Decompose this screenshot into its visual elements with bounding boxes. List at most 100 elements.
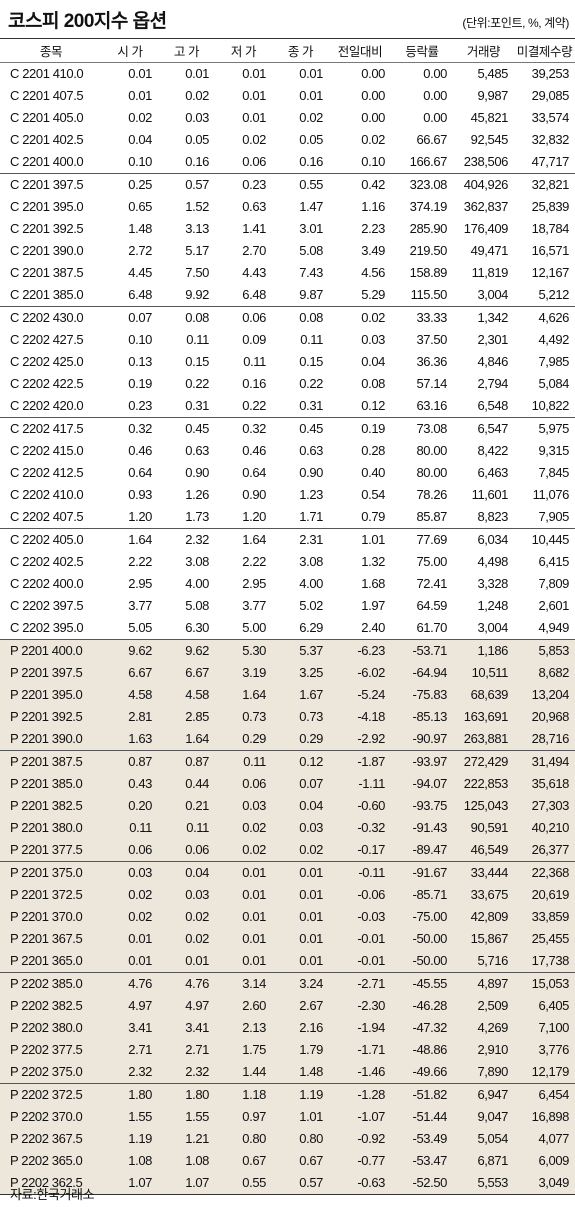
cell: 4.56 (361, 265, 385, 280)
table-row: C 2202 427.5 0.10 0.11 0.09 0.11 0.03 37.50 2,3… (0, 329, 575, 351)
cell: 1.16 (361, 199, 385, 214)
cell: 0.01 (128, 88, 152, 103)
cell: 1.08 (158, 1150, 215, 1172)
cell: 0.15 (185, 354, 209, 369)
cell: 2.31 (272, 528, 329, 551)
option-name: C 2202 427.5 (10, 332, 84, 347)
cell: 0.23 (128, 398, 152, 413)
cell: 4,846 (477, 354, 508, 369)
cell: 2.95 (242, 576, 266, 591)
cell: 66.67 (416, 132, 447, 147)
cell: 16,571 (531, 243, 570, 258)
option-name: C 2201 410.0 (0, 62, 102, 85)
cell: 3.14 (215, 972, 272, 995)
cell: 1.48 (128, 221, 152, 236)
cell: 1.71 (299, 509, 323, 524)
cell: -1.28 (329, 1083, 391, 1106)
cell: 374.19 (409, 199, 448, 214)
option-name: C 2201 400.0 (10, 154, 84, 169)
cell: 8,823 (477, 509, 508, 524)
option-name: C 2201 407.5 (10, 88, 84, 103)
cell: 0.02 (215, 817, 272, 839)
cell: 5.08 (299, 243, 323, 258)
option-name: P 2202 367.5 (0, 1128, 102, 1150)
cell: 0.10 (361, 154, 385, 169)
cell: 0.01 (215, 62, 272, 85)
cell: 0.01 (272, 861, 329, 884)
cell: -48.86 (391, 1039, 453, 1061)
cell: -0.77 (329, 1150, 391, 1172)
cell: 0.01 (158, 62, 215, 85)
table-row: P 2202 372.5 1.80 1.80 1.18 1.19 -1.28 -51.82 6… (0, 1083, 575, 1106)
cell: -0.06 (329, 884, 391, 906)
cell: 5.00 (242, 620, 266, 635)
cell: -45.55 (391, 972, 453, 995)
table-row: C 2202 430.0 0.07 0.08 0.06 0.08 0.02 33.33 1,3… (0, 306, 575, 329)
cell: 4.97 (102, 995, 158, 1017)
cell: 0.23 (215, 173, 272, 196)
cell: 5,853 (514, 639, 575, 662)
cell: 6.29 (299, 620, 323, 635)
cell: 3.01 (299, 221, 323, 236)
table-row: P 2202 382.5 4.97 4.97 2.60 2.67 -2.30 -46.28 2… (0, 995, 575, 1017)
cell: 3.08 (299, 554, 323, 569)
cell: 1.55 (158, 1106, 215, 1128)
cell: 1.64 (102, 528, 158, 551)
cell: 90,591 (453, 817, 514, 839)
cell: 0.01 (272, 928, 329, 950)
cell: 323.08 (391, 173, 453, 196)
cell: 7,809 (538, 576, 569, 591)
cell: 4.97 (158, 995, 215, 1017)
cell: 1.01 (329, 528, 391, 551)
cell: 33,444 (453, 861, 514, 884)
cell: 1.08 (102, 1150, 158, 1172)
table-row: C 2201 390.0 2.72 5.17 2.70 5.08 3.49 219.50 49… (0, 240, 575, 262)
cell: 166.67 (409, 154, 448, 169)
cell: 0.02 (329, 306, 391, 329)
cell: 5.30 (215, 639, 272, 662)
table-row: C 2202 395.0 5.05 6.30 5.00 6.29 2.40 61.70 3,0… (0, 617, 575, 640)
cell: 0.13 (128, 354, 152, 369)
table-row: P 2201 375.0 0.03 0.04 0.01 0.01 -0.11 -91.67 3… (0, 861, 575, 884)
table-row: C 2202 400.0 2.95 4.00 2.95 4.00 1.68 72.41 3,3… (0, 573, 575, 595)
cell: 0.87 (102, 750, 158, 773)
cell: 7.43 (299, 265, 323, 280)
cell: 0.64 (242, 465, 266, 480)
cell: 1.79 (272, 1039, 329, 1061)
option-name: P 2201 375.0 (0, 861, 102, 884)
cell: 272,429 (453, 750, 514, 773)
cell: 20,968 (514, 706, 575, 728)
cell: 13,204 (514, 684, 575, 706)
cell: 0.06 (215, 306, 272, 329)
cell: 7.50 (185, 265, 209, 280)
cell: 0.15 (299, 354, 323, 369)
cell: 0.03 (102, 861, 158, 884)
cell: 3.49 (361, 243, 385, 258)
table-row: P 2202 367.5 1.19 1.21 0.80 0.80 -0.92 -53.49 5… (0, 1128, 575, 1150)
cell: 0.40 (361, 465, 385, 480)
cell: -0.60 (329, 795, 391, 817)
cell: 0.02 (128, 110, 152, 125)
cell: 0.00 (423, 110, 447, 125)
table-row: P 2201 395.0 4.58 4.58 1.64 1.67 -5.24 -75.83 6… (0, 684, 575, 706)
cell: 6.67 (158, 662, 215, 684)
option-name: P 2201 367.5 (0, 928, 102, 950)
option-name: C 2202 407.5 (10, 509, 84, 524)
cell: 2.67 (272, 995, 329, 1017)
cell: 0.90 (185, 465, 209, 480)
cell: 2.22 (128, 554, 152, 569)
cell: 3.77 (128, 598, 152, 613)
cell: -1.87 (329, 750, 391, 773)
cell: 362,837 (463, 199, 509, 214)
cell: 0.11 (158, 817, 215, 839)
option-name: P 2201 380.0 (0, 817, 102, 839)
cell: 7,905 (538, 509, 569, 524)
cell: 1.73 (185, 509, 209, 524)
cell: 39,253 (514, 62, 575, 85)
cell: 0.06 (102, 839, 158, 862)
cell: 1.18 (215, 1083, 272, 1106)
cell: 4.00 (185, 576, 209, 591)
cell: -50.00 (391, 950, 453, 973)
